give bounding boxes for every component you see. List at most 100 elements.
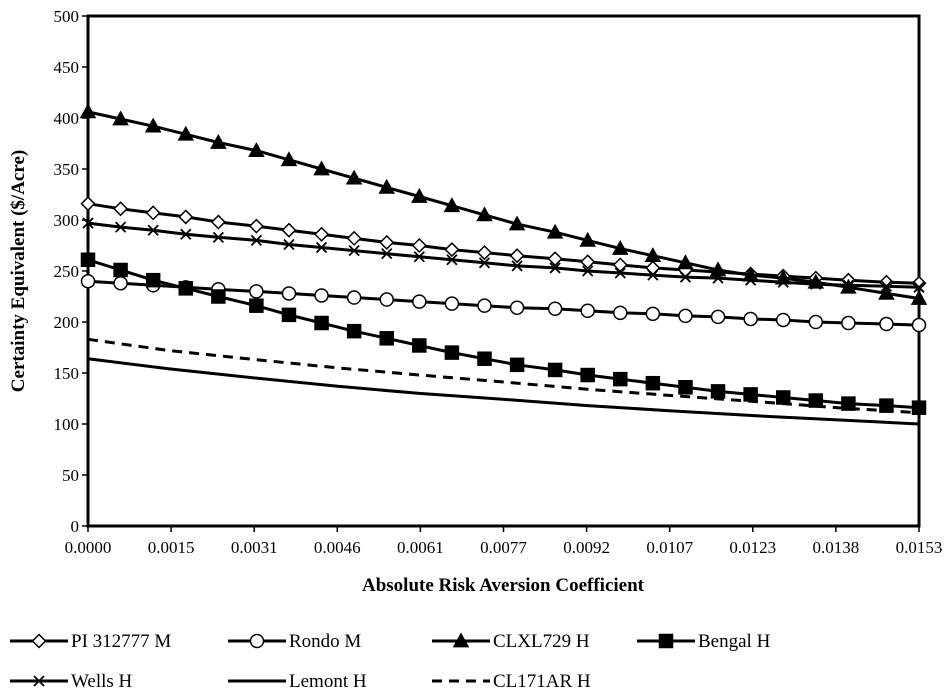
data-point-bengal-h [678,380,693,395]
data-point-clxl729-h [709,261,727,277]
y-tick-label: 150 [54,364,80,383]
data-point-bengal-h [547,362,563,378]
data-point-rondo-m [547,301,563,316]
data-point-bengal-h [841,396,856,411]
legend-marker [658,633,674,649]
data-point-wells-h [647,269,659,281]
legend-label: Rondo M [289,631,361,652]
data-point-bengal-h [743,387,758,402]
data-point-clxl729-h [476,206,493,222]
data-point-bengal-h [379,331,394,346]
data-point-wells-h [880,280,893,292]
data-point-bengal-h [145,272,161,288]
data-point-pi-312777-m [580,254,596,270]
legend-item-wells-h: Wells H [10,671,133,692]
data-point-bengal-h [346,323,362,339]
data-point-pi-312777-m [313,226,330,242]
data-point-bengal-h [314,315,329,331]
legend-label: PI 312777 M [71,631,171,652]
data-point-pi-312777-m [476,245,493,261]
legend-label: Bengal H [698,631,771,652]
x-tick-label: 0.0077 [480,538,527,557]
data-point-bengal-h [580,367,595,383]
y-tick-label: 100 [54,415,80,434]
x-tick-label: 0.0046 [314,538,361,557]
data-point-clxl729-h [378,178,396,194]
data-point-rondo-m [444,296,460,311]
data-point-wells-h [777,276,789,288]
x-tick-label: 0.0107 [646,538,693,557]
data-point-wells-h [180,228,192,240]
x-tick-label: 0.0123 [729,538,776,557]
data-point-rondo-m [841,315,856,331]
data-point-clxl729-h [280,151,298,167]
data-point-wells-h [842,279,855,291]
data-point-clxl729-h [508,215,526,231]
legend-marker [33,675,45,687]
data-point-wells-h [381,248,393,260]
data-point-wells-h [679,271,692,283]
data-point-wells-h [744,274,757,286]
x-tick-label: 0.0153 [896,538,943,557]
data-point-bengal-h [911,400,927,415]
data-point-bengal-h [645,375,661,391]
data-point-bengal-h [211,289,226,304]
data-point-wells-h [212,231,224,243]
data-point-bengal-h [613,371,628,387]
series-line-wells-h [87,221,920,289]
legend-marker [452,632,470,648]
data-point-pi-312777-m [210,214,226,230]
data-point-rondo-m [509,300,525,315]
data-point-bengal-h [281,307,297,323]
data-point-rondo-m [412,294,427,309]
data-point-clxl729-h [443,197,461,213]
data-point-clxl729-h [677,254,694,270]
series-cl171ar-h [87,337,920,415]
data-point-bengal-h [178,281,194,296]
data-point-rondo-m [477,298,492,313]
data-point-bengal-h [113,262,128,278]
data-point-bengal-h [412,338,427,353]
data-point-pi-312777-m [411,237,427,254]
data-point-wells-h [283,238,295,251]
series-bengal-h [80,252,927,415]
data-point-clxl729-h [177,125,195,141]
data-point-bengal-h [710,384,726,399]
data-point-rondo-m [580,303,595,319]
data-point-pi-312777-m [612,257,628,273]
data-point-rondo-m [645,306,661,322]
data-point-pi-312777-m [509,248,525,264]
data-point-rondo-m [743,311,758,327]
y-tick-label: 300 [54,211,80,230]
data-point-clxl729-h [910,289,928,305]
data-point-rondo-m [710,309,726,325]
data-point-bengal-h [80,252,96,268]
y-tick-label: 400 [54,109,80,128]
y-tick-label: 250 [54,262,80,281]
data-point-wells-h [712,272,724,284]
series-line-lemont-h [87,357,920,426]
data-point-wells-h [114,221,127,233]
y-tick-label: 0 [71,517,80,536]
data-point-bengal-h [249,298,264,313]
data-point-clxl729-h [144,117,162,133]
x-tick-label: 0.0000 [65,538,112,557]
legend-item-pi-312777-m: PI 312777 M [10,631,171,652]
data-point-clxl729-h [579,231,596,247]
y-tick-label: 450 [54,58,80,77]
data-point-clxl729-h [546,223,564,239]
data-point-wells-h [582,265,594,277]
x-tick-label: 0.0031 [231,538,278,557]
data-point-rondo-m [379,292,394,307]
data-point-bengal-h [444,345,460,360]
data-point-pi-312777-m [178,209,194,225]
data-point-pi-312777-m [547,251,563,267]
data-point-rondo-m [314,288,329,303]
data-point-wells-h [614,267,626,279]
data-point-wells-h [478,257,491,269]
data-point-clxl729-h [611,240,629,255]
data-point-pi-312777-m [80,196,96,212]
x-tick-label: 0.0138 [813,538,860,557]
data-point-clxl729-h [411,187,428,203]
data-point-bengal-h [775,390,791,405]
